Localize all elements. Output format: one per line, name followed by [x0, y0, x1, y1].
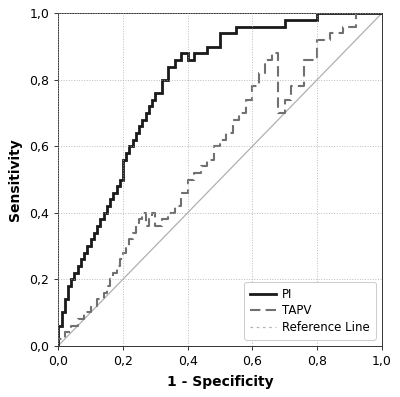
X-axis label: 1 - Specificity: 1 - Specificity [167, 375, 273, 389]
Legend: PI, TAPV, Reference Line: PI, TAPV, Reference Line [244, 282, 376, 340]
Y-axis label: Sensitivity: Sensitivity [8, 138, 22, 221]
